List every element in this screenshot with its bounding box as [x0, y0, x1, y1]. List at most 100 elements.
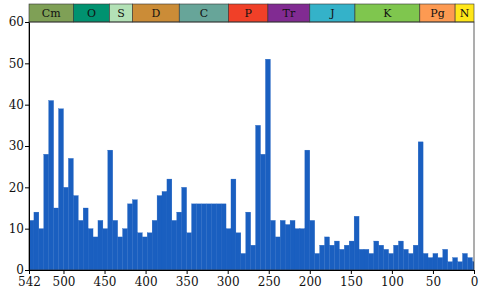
bar [379, 245, 384, 270]
bar [246, 212, 251, 270]
period [420, 4, 455, 22]
bar [256, 125, 261, 270]
bar [162, 191, 167, 270]
bar [463, 253, 468, 270]
period-band: CmOSDCPTrJKPgN [29, 4, 474, 22]
bar [88, 229, 93, 270]
bar [384, 249, 389, 270]
period [179, 4, 228, 22]
x-tick-label: 200 [299, 275, 322, 289]
bar [275, 237, 280, 270]
bar [211, 204, 216, 270]
bar [187, 233, 192, 270]
x-tick: 100 [381, 270, 404, 289]
bar [285, 225, 290, 270]
bar [433, 253, 438, 270]
x-tick: 0 [471, 270, 479, 289]
x-axis: 542500450400350300250200150100500 [18, 270, 478, 289]
x-axis-line [30, 270, 475, 271]
x-tick-label: 100 [381, 275, 404, 289]
bar [418, 142, 423, 270]
bar [315, 253, 320, 270]
bar [389, 253, 394, 270]
bar [428, 258, 433, 270]
period-label: Pg [430, 7, 444, 20]
bar [261, 154, 266, 270]
bar [344, 245, 349, 270]
bar [172, 220, 177, 270]
y-tick: 10 [9, 222, 29, 236]
bar [354, 216, 359, 270]
y-tick: 20 [9, 181, 29, 195]
x-tick-mark [310, 270, 311, 274]
x-tick-mark [228, 270, 229, 274]
bar [310, 220, 315, 270]
bar [438, 258, 443, 270]
bar [403, 249, 408, 270]
bar [320, 245, 325, 270]
x-tick-mark [392, 270, 393, 274]
bar [226, 229, 231, 270]
x-tick-label: 350 [176, 275, 199, 289]
bar [98, 220, 103, 270]
bar [142, 237, 147, 270]
bar [177, 212, 182, 270]
bar [423, 253, 428, 270]
bar [458, 262, 463, 270]
period-label: D [151, 7, 160, 20]
bar [290, 220, 295, 270]
period-label: S [117, 7, 125, 20]
bar [453, 258, 458, 270]
bar [152, 220, 157, 270]
bar [192, 204, 197, 270]
y-tick: 30 [9, 139, 29, 153]
period [455, 4, 474, 22]
bar [206, 204, 211, 270]
y-tick: 60 [9, 15, 29, 29]
y-tick-mark [25, 105, 29, 106]
y-tick-label: 10 [9, 222, 24, 236]
bar [305, 150, 310, 270]
x-tick-mark [146, 270, 147, 274]
x-tick-mark [187, 270, 188, 274]
bar [221, 204, 226, 270]
bar [448, 262, 453, 270]
y-tick-mark [25, 63, 29, 64]
x-tick-label: 300 [217, 275, 240, 289]
bar [265, 59, 270, 270]
bar [78, 220, 83, 270]
bar [467, 258, 472, 270]
y-tick-label: 30 [9, 139, 24, 153]
bar [83, 208, 88, 270]
bar [241, 253, 246, 270]
x-tick-mark [269, 270, 270, 274]
period [229, 4, 268, 22]
x-tick: 50 [426, 270, 441, 289]
y-tick-label: 40 [9, 98, 24, 112]
bar [329, 245, 334, 270]
x-tick-mark [29, 270, 30, 274]
bar [93, 237, 98, 270]
bar [364, 249, 369, 270]
period-label: Tr [283, 7, 296, 20]
y-tick: 40 [9, 98, 29, 112]
bar [73, 196, 78, 270]
bar [137, 233, 142, 270]
y-tick-label: 0 [16, 263, 24, 277]
x-tick-mark [433, 270, 434, 274]
bar [196, 204, 201, 270]
bar [49, 101, 54, 270]
period-label: N [460, 7, 470, 20]
bar [118, 237, 123, 270]
bars [29, 59, 474, 270]
y-axis: 0 10 20 30 40 50 60 [9, 15, 30, 277]
y-tick-label: 50 [9, 57, 24, 71]
x-tick: 450 [94, 270, 117, 289]
x-tick: 250 [258, 270, 281, 289]
x-tick-label: 50 [426, 275, 441, 289]
period-label: C [200, 7, 208, 20]
bar [236, 233, 241, 270]
bar [231, 179, 236, 270]
period [29, 4, 73, 22]
bar [413, 245, 418, 270]
